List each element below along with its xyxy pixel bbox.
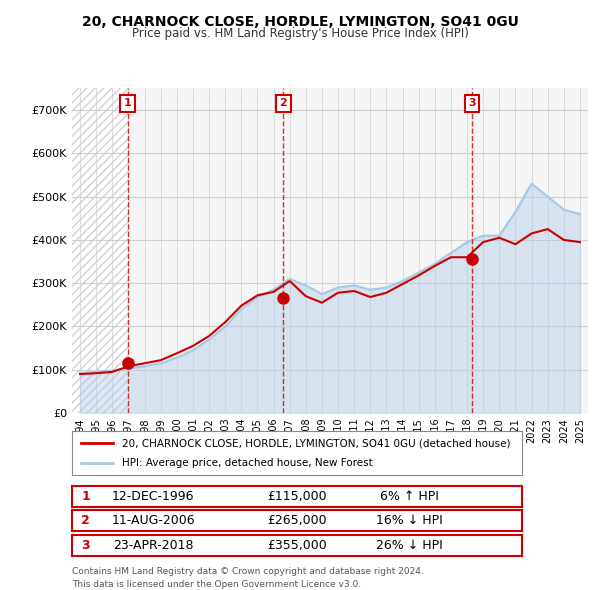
Text: 20, CHARNOCK CLOSE, HORDLE, LYMINGTON, SO41 0GU: 20, CHARNOCK CLOSE, HORDLE, LYMINGTON, S…	[82, 15, 518, 29]
Text: HPI: Average price, detached house, New Forest: HPI: Average price, detached house, New …	[121, 458, 372, 467]
Text: 26% ↓ HPI: 26% ↓ HPI	[376, 539, 443, 552]
Text: 2: 2	[280, 98, 287, 108]
Text: £355,000: £355,000	[267, 539, 327, 552]
Text: 3: 3	[468, 98, 476, 108]
Text: 12-DEC-1996: 12-DEC-1996	[112, 490, 194, 503]
Bar	[72, 88, 128, 413]
Text: This data is licensed under the Open Government Licence v3.0.: This data is licensed under the Open Gov…	[72, 580, 361, 589]
Text: 3: 3	[81, 539, 90, 552]
Text: 6% ↑ HPI: 6% ↑ HPI	[380, 490, 439, 503]
Text: Contains HM Land Registry data © Crown copyright and database right 2024.: Contains HM Land Registry data © Crown c…	[72, 567, 424, 576]
Bar	[72, 88, 128, 413]
Text: 16% ↓ HPI: 16% ↓ HPI	[376, 514, 443, 527]
Text: 1: 1	[124, 98, 131, 108]
Text: 23-APR-2018: 23-APR-2018	[113, 539, 193, 552]
Text: 20, CHARNOCK CLOSE, HORDLE, LYMINGTON, SO41 0GU (detached house): 20, CHARNOCK CLOSE, HORDLE, LYMINGTON, S…	[121, 438, 510, 448]
Text: £115,000: £115,000	[267, 490, 327, 503]
Text: 11-AUG-2006: 11-AUG-2006	[111, 514, 195, 527]
Text: 1: 1	[81, 490, 90, 503]
Text: 2: 2	[81, 514, 90, 527]
Text: £265,000: £265,000	[267, 514, 327, 527]
Text: Price paid vs. HM Land Registry's House Price Index (HPI): Price paid vs. HM Land Registry's House …	[131, 27, 469, 40]
